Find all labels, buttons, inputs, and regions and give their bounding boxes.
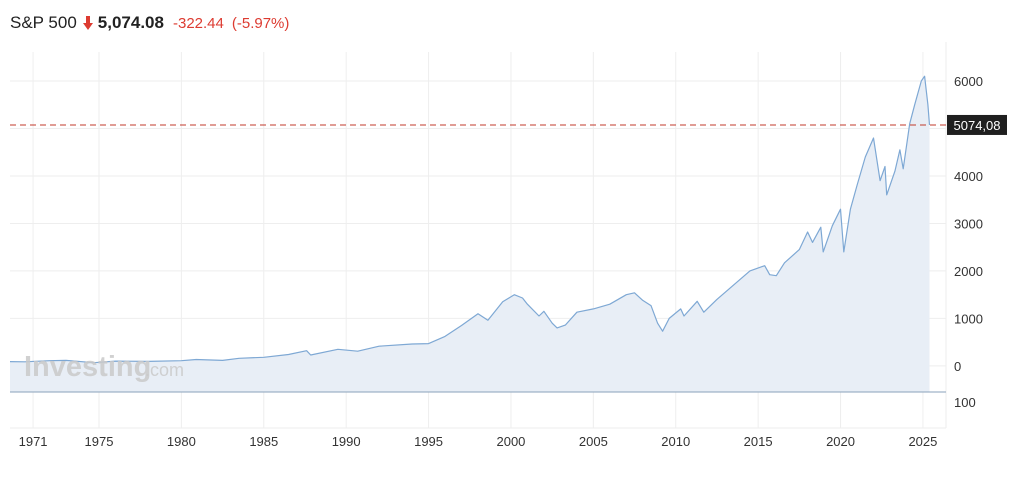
y-tick-label: 6000 [954, 74, 983, 89]
y-tick-label: 3000 [954, 216, 983, 231]
last-price: 5,074.08 [97, 13, 164, 32]
last-price-label: 5074,08 [947, 114, 1007, 135]
x-tick-label: 2015 [744, 434, 773, 449]
instrument-name: S&P 500 [10, 13, 77, 32]
x-tick-label: 2020 [826, 434, 855, 449]
investing-watermark: Investing .com [24, 351, 184, 383]
x-tick-label: 2025 [908, 434, 937, 449]
y-tick-label: 4000 [954, 169, 983, 184]
price-area [10, 76, 930, 392]
volume-tick-label: 100 [954, 395, 976, 410]
price-change-percent: (-5.97%) [231, 14, 290, 32]
x-tick-label: 1990 [332, 434, 361, 449]
x-tick-label: 1985 [249, 434, 278, 449]
y-tick-label: 1000 [954, 311, 983, 326]
x-tick-label: 1971 [19, 434, 48, 449]
price-change: -322.44 [172, 14, 224, 32]
quote-header: S&P 500 5,074.08 -322.44 (-5.97%) [10, 10, 289, 36]
y-axis-labels: 6000 4000 3000 2000 1000 0 [954, 74, 983, 374]
x-tick-label: 1975 [85, 434, 114, 449]
arrow-down-icon [82, 16, 93, 30]
x-tick-label: 2010 [661, 434, 690, 449]
price-line [9, 75, 931, 364]
x-tick-label: 2000 [496, 434, 525, 449]
watermark-brand: Investing [24, 351, 151, 383]
y-tick-label: 0 [954, 359, 961, 374]
x-tick-label: 1980 [167, 434, 196, 449]
last-price-label-text: 5074,08 [954, 118, 1001, 133]
y-tick-label: 2000 [954, 264, 983, 279]
x-tick-label: 1995 [414, 434, 443, 449]
watermark-suffix: .com [145, 360, 184, 380]
x-axis-labels: 1971 1975 1980 1985 1990 1995 2000 2005 2010 2015… [19, 434, 938, 449]
x-tick-label: 2005 [579, 434, 608, 449]
